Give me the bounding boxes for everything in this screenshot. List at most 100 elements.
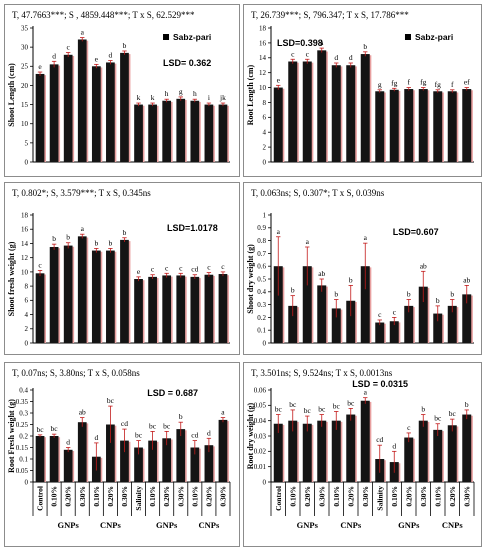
y-tick-label: 18 [21,211,29,219]
bar [418,420,428,482]
y-tick-label: 35 [21,24,29,32]
bar [204,104,214,162]
significance-letter: b [66,233,70,242]
bar [360,400,370,482]
significance-letter: b [349,275,353,284]
significance-letter: e [137,267,141,276]
significance-letter: g [378,80,382,89]
lsd-label: LSD= 0.362 [163,58,211,68]
significance-letter: c [165,263,169,272]
significance-letter: a [81,224,85,233]
bar [360,266,370,343]
y-tick-label: 30 [21,44,29,52]
y-tick-label: 0 [263,339,267,347]
x-category-label: 0.10% [50,486,59,507]
y-tick-label: 0.4 [19,386,28,394]
x-category-label: 0.10% [288,486,297,507]
significance-letter: bc [36,425,44,434]
significance-letter: ab [420,261,427,270]
significance-letter: b [123,228,127,237]
significance-letter: ab [318,269,325,278]
significance-letter: bc [449,409,457,418]
bar [218,419,228,482]
significance-letter: fg [420,78,426,87]
legend-label: Sabz-pari [173,32,211,42]
bar [288,61,298,162]
significance-letter: b [179,412,183,421]
x-category-label: 0.20% [404,486,413,507]
bar [346,300,356,343]
bar [63,54,73,162]
significance-letter: a [277,227,281,236]
y-tick-label: 0.15 [16,444,29,452]
bar [273,423,283,482]
y-tick-label: 12 [259,69,267,77]
x-category-label: 0.10% [433,486,442,507]
y-tick-label: 0.05 [254,402,267,410]
legend-swatch [404,34,411,40]
significance-letter: f [408,78,411,87]
lsd-label: LSD=0.607 [393,227,439,237]
bar [218,274,228,343]
y-tick-label: 10 [21,268,29,276]
bar [91,250,101,343]
bar [176,429,186,482]
significance-letter: c [378,310,382,319]
y-tick-label: 8 [25,283,29,291]
bar [360,54,370,162]
x-category-label: 0.20% [106,486,115,507]
y-tick-label: 25 [21,63,29,71]
significance-letter: a [320,38,324,47]
y-tick-label: 14 [259,54,267,62]
chart-panel-2: T, 26.739***; S, 796.347; T x S, 17.786*… [243,4,482,177]
significance-letter: c [407,423,411,432]
bar [302,266,312,343]
y-tick-label: 0.9 [257,224,266,232]
x-category-label: 0.10% [332,486,341,507]
stats-label: T, 0.802*; S, 3.579***; T x S, 0.345ns [12,188,151,198]
y-tick-label: 14 [21,240,29,248]
bar [302,61,312,162]
y-tick-label: 0.04 [254,417,267,425]
significance-letter: b [334,289,338,298]
significance-letter: bc [107,396,115,405]
significance-letter: bc [304,406,312,415]
bar [120,239,129,343]
bar [190,276,200,343]
significance-letter: ab [463,275,470,284]
bar [176,98,186,162]
bar [433,313,443,343]
y-tick-label: 0 [25,478,29,486]
bar [273,266,283,343]
y-tick-label: 20 [21,82,29,90]
stats-label: T, 26.739***; S, 796.347; T x S, 17.786*… [251,10,409,20]
y-tick-label: 0 [263,158,267,166]
significance-letter: a [81,28,85,37]
y-tick-label: 0.01 [254,463,267,471]
bar [317,50,327,163]
bar [433,429,443,482]
x-category-label: 0.30% [120,486,129,507]
significance-letter: bc [347,398,355,407]
x-category-label: 0.30% [317,486,326,507]
bar [462,294,472,343]
significance-letter: c [306,49,310,58]
y-tick-label: 0 [263,478,267,486]
y-tick-label: 15 [21,101,29,109]
bar [148,104,157,162]
bar [49,247,59,343]
bar [273,87,283,162]
significance-letter: bc [149,421,157,430]
bar [331,65,341,162]
significance-letter: b [407,289,411,298]
x-category-label: 0.30% [361,486,370,507]
y-tick-label: 8 [263,99,267,107]
bar [204,445,214,482]
x-category-label: 0.20% [64,486,73,507]
significance-letter: a [364,233,368,242]
bar [91,66,101,162]
significance-letter: bc [163,421,171,430]
x-category-label: 0.10% [190,486,199,507]
chart-panel-3: T, 0.802*; S, 3.579***; T x S, 0.345ns Sh… [4,182,240,355]
y-tick-label: 1 [263,211,267,219]
